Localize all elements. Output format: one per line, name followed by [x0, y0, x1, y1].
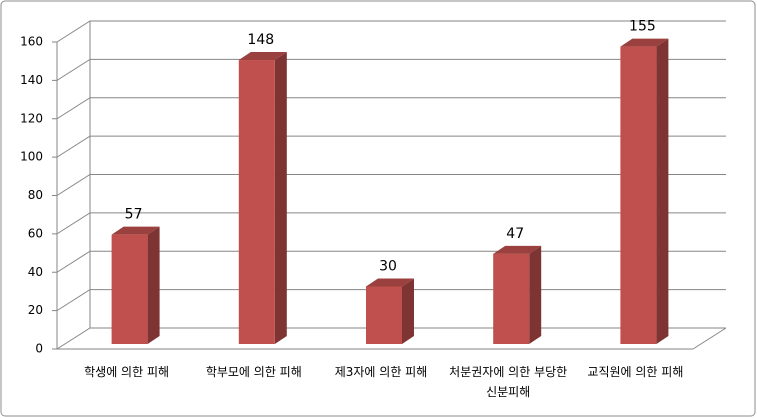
- bar-side: [529, 245, 542, 344]
- y-tick-label: 120: [20, 111, 43, 125]
- y-tick-label: 60: [28, 226, 43, 240]
- data-label: 30: [379, 258, 397, 274]
- data-label: 47: [506, 226, 524, 242]
- data-label: 57: [125, 207, 143, 223]
- y-tick-label: 160: [20, 35, 43, 49]
- grid-line: [56, 20, 726, 43]
- grid-line: [56, 97, 726, 120]
- floor-right: [692, 327, 727, 350]
- x-tick-label: 교직원에 의한 피해: [587, 365, 684, 379]
- x-tick-label: 학생에 의한 피해: [84, 365, 170, 379]
- bar: [493, 253, 530, 344]
- x-tick-label: 제3자에 의한 피해: [334, 365, 428, 379]
- x-tick-label: 학부모에 의한 피해: [205, 365, 302, 379]
- y-tick-label: 80: [28, 188, 43, 202]
- bar-side: [656, 38, 669, 344]
- data-label: 148: [247, 32, 274, 48]
- y-tick-label: 0: [35, 342, 43, 356]
- bar: [111, 234, 148, 344]
- bar: [238, 60, 275, 345]
- bar-top: [111, 226, 160, 235]
- data-label: 155: [629, 19, 656, 35]
- x-tick-label: 처분권자에 의한 부당한 신분피해: [449, 365, 568, 399]
- grid-line: [56, 174, 726, 196]
- bar-top: [366, 278, 414, 287]
- bar: [620, 46, 657, 344]
- y-tick-label: 20: [28, 303, 43, 317]
- bar: [366, 286, 402, 344]
- y-tick-label: 140: [20, 73, 43, 87]
- y-tick-label: 100: [20, 150, 43, 164]
- bar-side: [274, 52, 287, 345]
- grid-line: [56, 212, 726, 235]
- bar-top: [620, 38, 669, 47]
- bar-top: [493, 245, 542, 254]
- y-tick-label: 40: [28, 265, 43, 279]
- bar-top: [238, 52, 287, 61]
- grid-line: [56, 58, 726, 81]
- bar-side: [402, 278, 414, 344]
- bar-side: [147, 226, 160, 344]
- grid-line: [56, 135, 726, 158]
